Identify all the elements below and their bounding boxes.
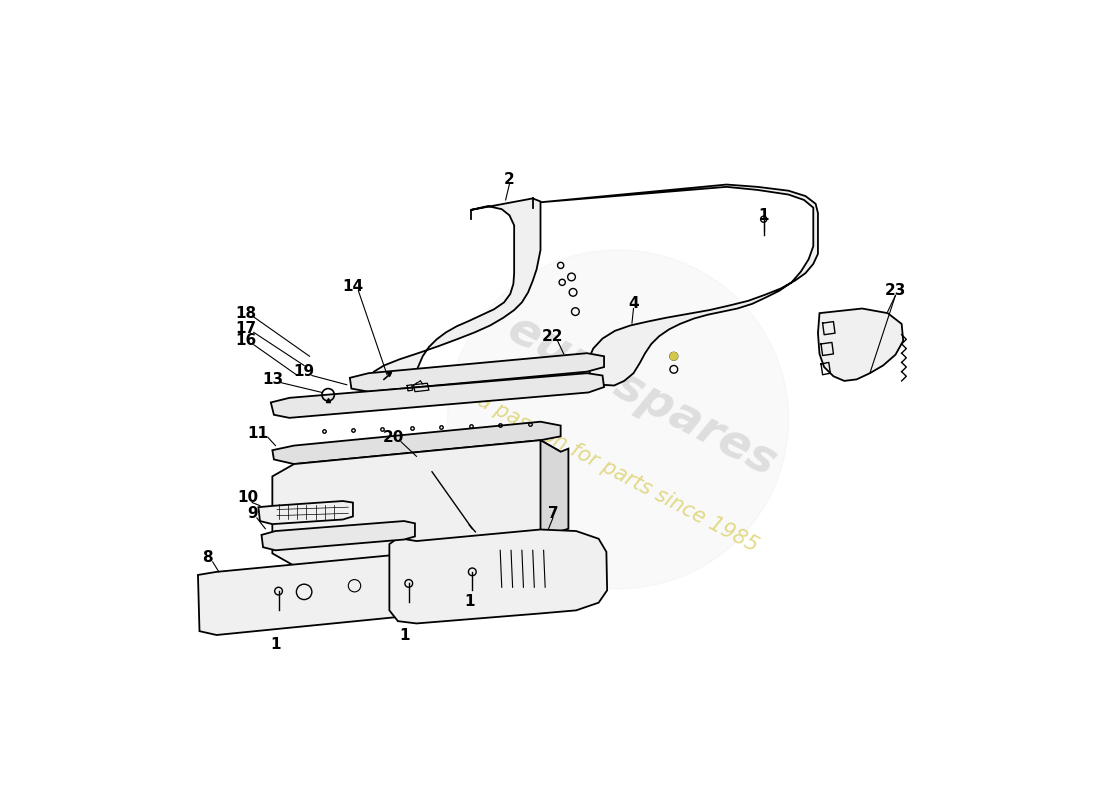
- Text: 2: 2: [504, 172, 515, 186]
- Text: 11: 11: [248, 426, 268, 441]
- Polygon shape: [273, 440, 561, 566]
- Text: 1: 1: [399, 627, 410, 642]
- Text: 1: 1: [271, 637, 281, 652]
- Text: 17: 17: [235, 321, 256, 336]
- Text: a passion for parts since 1985: a passion for parts since 1985: [474, 390, 762, 556]
- Text: 4: 4: [628, 296, 639, 311]
- Text: 10: 10: [236, 490, 258, 506]
- Text: 22: 22: [541, 329, 563, 344]
- Text: 1: 1: [464, 594, 474, 609]
- Circle shape: [448, 250, 789, 589]
- Polygon shape: [262, 521, 415, 550]
- Polygon shape: [389, 530, 607, 623]
- Polygon shape: [365, 198, 540, 402]
- Text: 8: 8: [202, 550, 212, 566]
- Text: 9: 9: [246, 506, 257, 521]
- Polygon shape: [198, 555, 410, 635]
- Text: 20: 20: [383, 430, 404, 445]
- Polygon shape: [273, 422, 561, 464]
- Polygon shape: [271, 373, 604, 418]
- Text: 23: 23: [884, 282, 906, 298]
- Polygon shape: [540, 185, 818, 386]
- Text: 13: 13: [263, 372, 284, 387]
- Polygon shape: [818, 309, 903, 381]
- Polygon shape: [350, 353, 604, 392]
- Circle shape: [670, 353, 678, 360]
- Polygon shape: [258, 501, 353, 524]
- Text: 18: 18: [235, 306, 256, 321]
- Text: 7: 7: [548, 506, 558, 521]
- Text: 19: 19: [294, 364, 315, 379]
- Text: 1: 1: [759, 208, 769, 223]
- Text: eurospares: eurospares: [499, 306, 783, 486]
- Text: 14: 14: [342, 279, 363, 294]
- Polygon shape: [540, 440, 569, 541]
- Text: 16: 16: [235, 334, 256, 348]
